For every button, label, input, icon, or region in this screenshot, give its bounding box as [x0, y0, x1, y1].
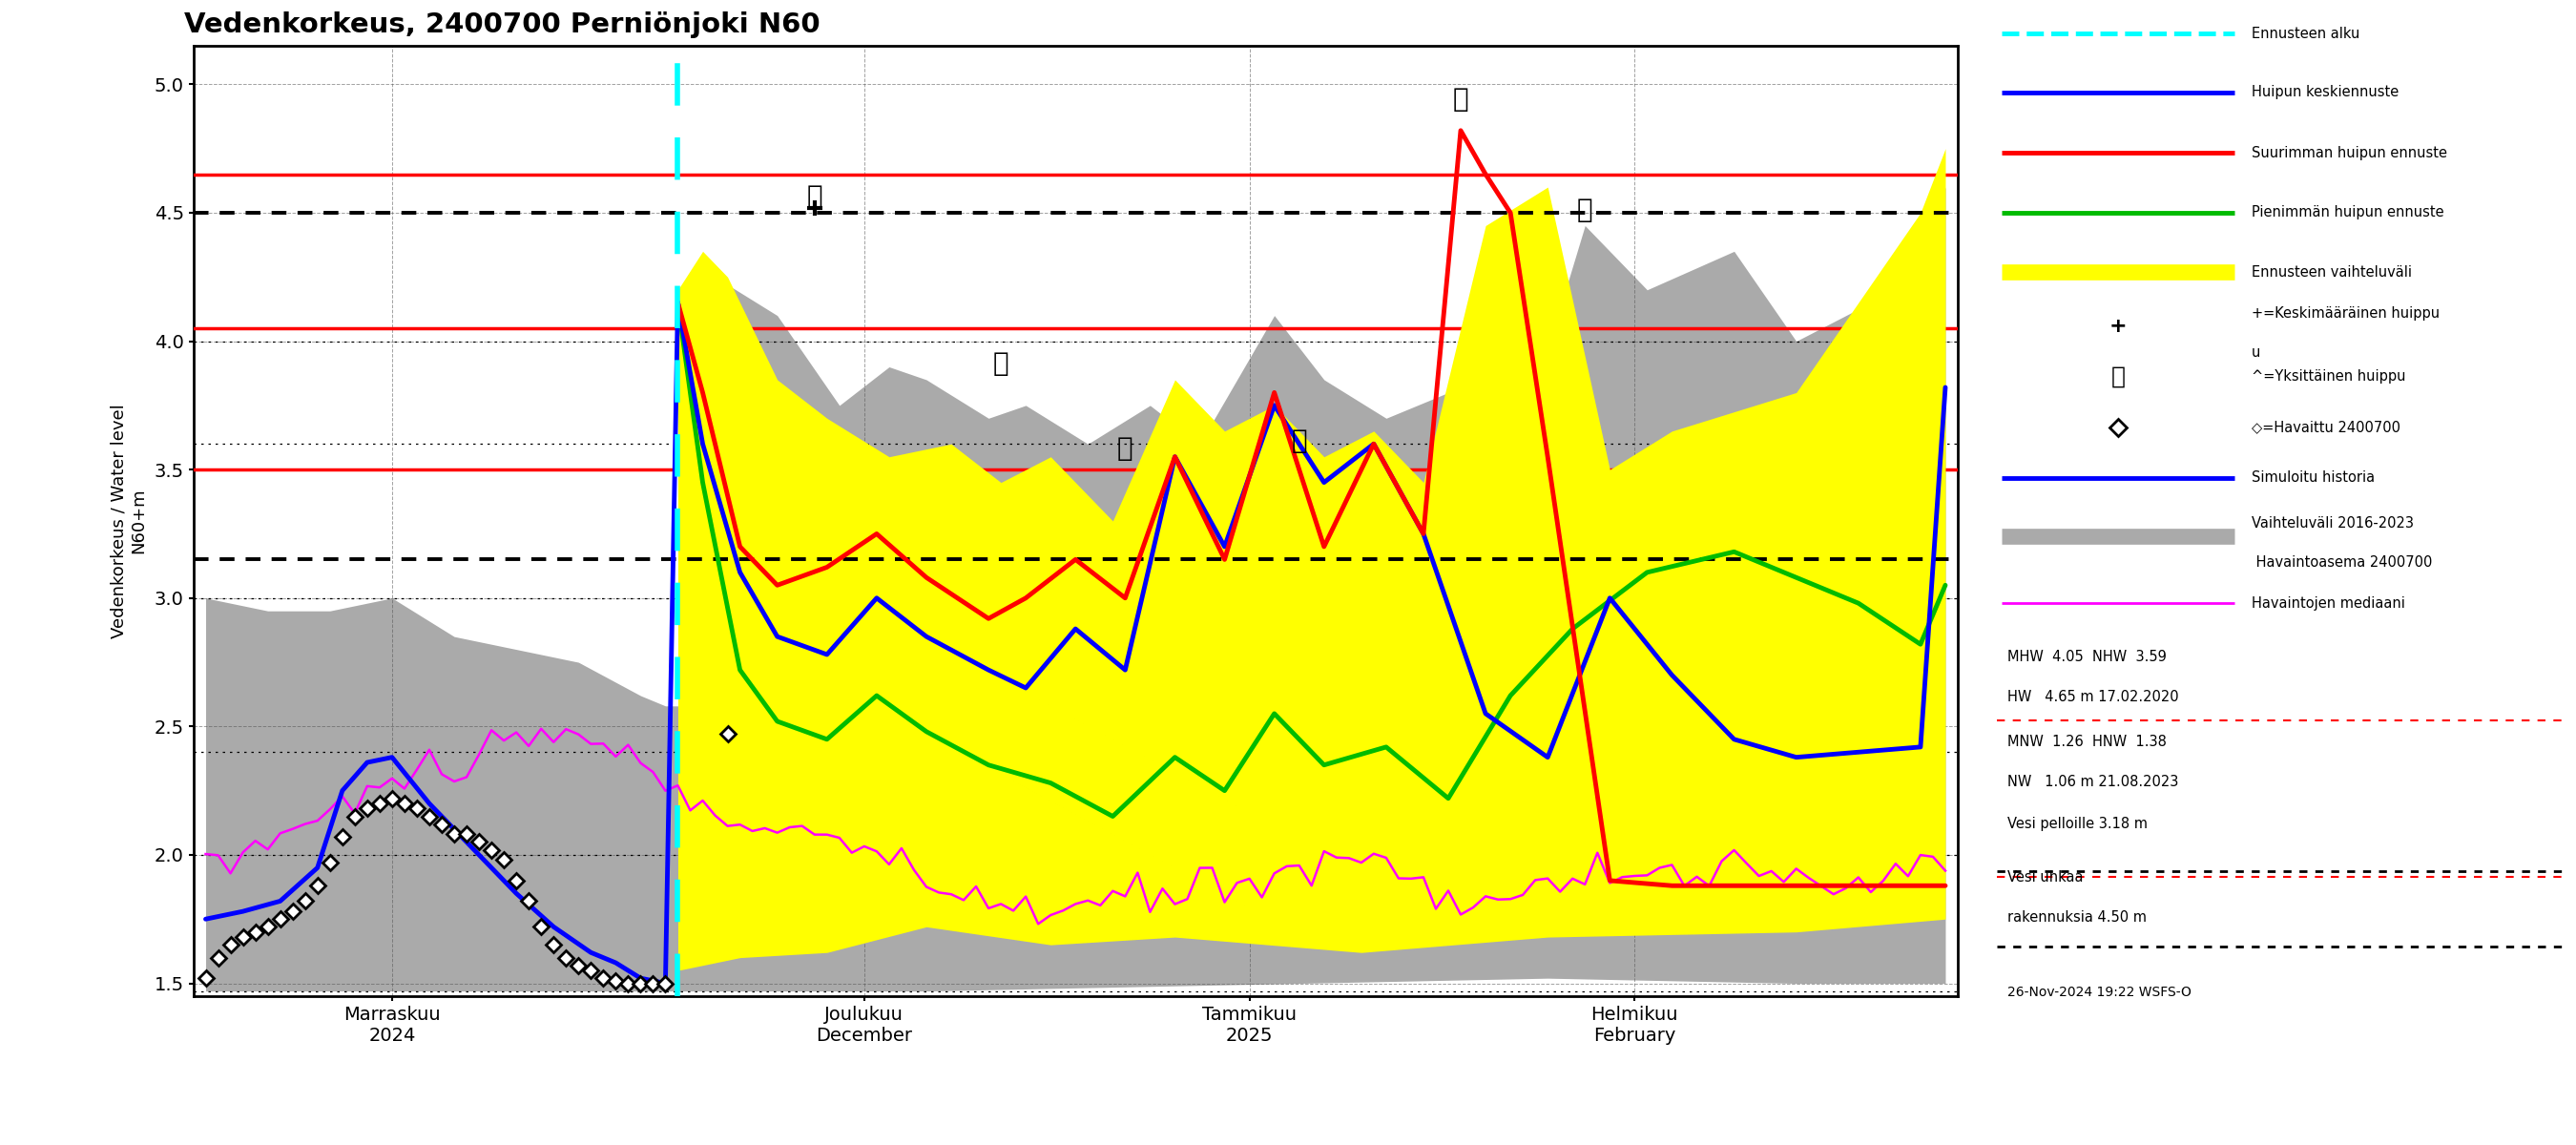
Text: HW   4.65 m 17.02.2020: HW 4.65 m 17.02.2020: [2007, 689, 2179, 704]
Text: Huipun keskiennuste: Huipun keskiennuste: [2251, 85, 2398, 100]
Text: Havaintojen mediaani: Havaintojen mediaani: [2251, 597, 2406, 610]
Text: u: u: [2251, 346, 2259, 361]
Text: Simuloitu historia: Simuloitu historia: [2251, 471, 2375, 484]
Text: Vaihteluväli 2016-2023: Vaihteluväli 2016-2023: [2251, 516, 2414, 530]
Text: 26-Nov-2024 19:22 WSFS-O: 26-Nov-2024 19:22 WSFS-O: [2007, 985, 2192, 998]
Text: Vesi uhkaa: Vesi uhkaa: [2007, 870, 2084, 884]
Text: ⌢: ⌢: [1453, 86, 1468, 112]
Text: ⌢: ⌢: [992, 350, 1010, 377]
Text: NW   1.06 m 21.08.2023: NW 1.06 m 21.08.2023: [2007, 775, 2179, 789]
Text: Ennusteen alku: Ennusteen alku: [2251, 26, 2360, 41]
Text: MNW  1.26  HNW  1.38: MNW 1.26 HNW 1.38: [2007, 735, 2166, 749]
Text: Vesi pelloille 3.18 m: Vesi pelloille 3.18 m: [2007, 816, 2148, 831]
Text: ⌢: ⌢: [1118, 435, 1133, 461]
Text: +: +: [2110, 317, 2128, 335]
Y-axis label: Vedenkorkeus / Water level
N60+m: Vedenkorkeus / Water level N60+m: [111, 404, 147, 638]
Text: Havaintoasema 2400700: Havaintoasema 2400700: [2251, 555, 2432, 570]
Text: ◇=Havaittu 2400700: ◇=Havaittu 2400700: [2251, 420, 2401, 435]
Text: Ennusteen vaihteluväli: Ennusteen vaihteluväli: [2251, 264, 2411, 279]
Text: ⌢: ⌢: [1577, 196, 1592, 223]
Text: ^=Yksittäinen huippu: ^=Yksittäinen huippu: [2251, 370, 2406, 384]
Text: MHW  4.05  NHW  3.59: MHW 4.05 NHW 3.59: [2007, 649, 2166, 664]
Text: +=Keskimääräinen huippu: +=Keskimääräinen huippu: [2251, 307, 2439, 321]
Text: Vedenkorkeus, 2400700 Perniönjoki N60: Vedenkorkeus, 2400700 Perniönjoki N60: [185, 11, 819, 38]
Text: Suurimman huipun ennuste: Suurimman huipun ennuste: [2251, 145, 2447, 160]
Text: Pienimmän huipun ennuste: Pienimmän huipun ennuste: [2251, 205, 2445, 220]
Text: ⌢: ⌢: [806, 183, 822, 210]
Text: rakennuksia 4.50 m: rakennuksia 4.50 m: [2007, 910, 2146, 924]
Text: ⌢: ⌢: [2112, 365, 2125, 388]
Text: ⌢: ⌢: [1291, 427, 1306, 455]
